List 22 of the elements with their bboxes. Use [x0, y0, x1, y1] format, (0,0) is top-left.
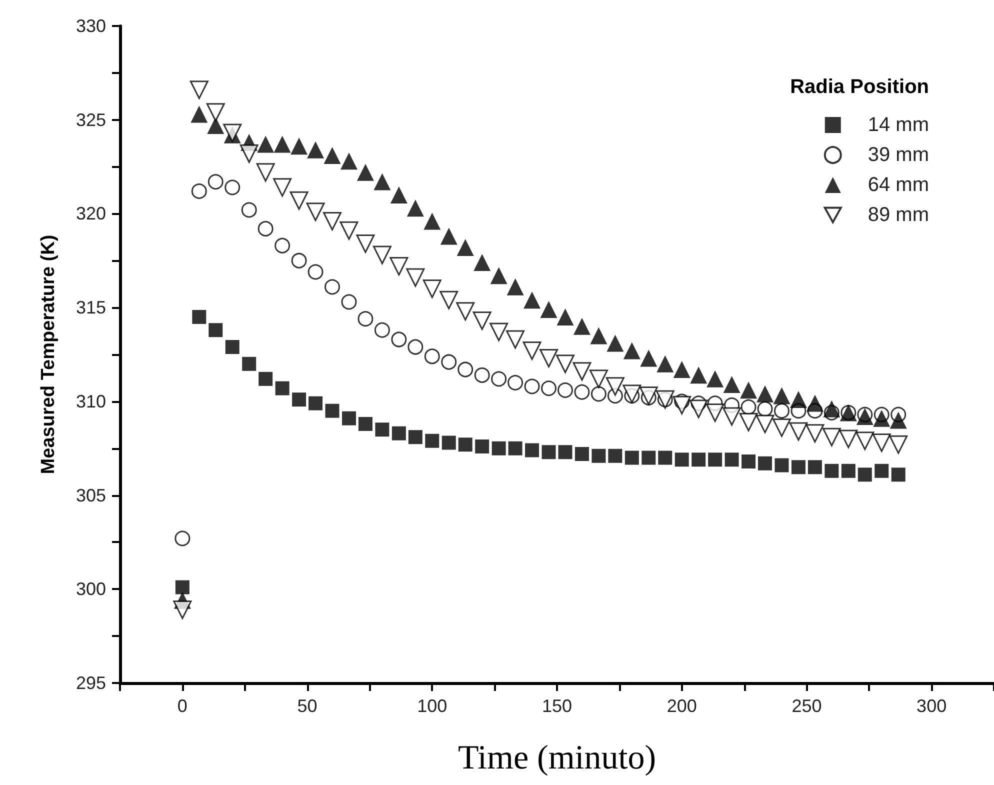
x-tick-label: 300 [916, 696, 947, 716]
y-tick-label: 330 [76, 16, 106, 36]
x-tick-label: 0 [177, 696, 188, 716]
x-tick-label: 100 [417, 696, 448, 716]
x-tick-label: 150 [542, 696, 572, 716]
x-tick-label: 250 [792, 696, 822, 716]
y-tick-label: 305 [76, 485, 106, 506]
x-tick-label: 50 [297, 696, 318, 716]
y-tick-label: 320 [76, 204, 106, 224]
y-axis-title: Measured Temperature (K) [38, 234, 59, 474]
y-tick-label: 315 [76, 298, 106, 318]
legend-title: Radia Position [790, 76, 929, 98]
legend-label: 64 mm [868, 174, 929, 196]
x-axis-title: Time (minuto) [458, 740, 656, 776]
y-tick-label: 295 [76, 673, 106, 693]
y-tick-label: 300 [76, 579, 106, 600]
y-tick-label: 325 [76, 110, 106, 130]
legend-label: 39 mm [868, 144, 929, 166]
y-tick-label: 310 [76, 391, 106, 412]
legend-label: 89 mm [868, 204, 929, 226]
legend-label: 14 mm [868, 114, 929, 136]
x-tick-label: 200 [666, 696, 697, 716]
